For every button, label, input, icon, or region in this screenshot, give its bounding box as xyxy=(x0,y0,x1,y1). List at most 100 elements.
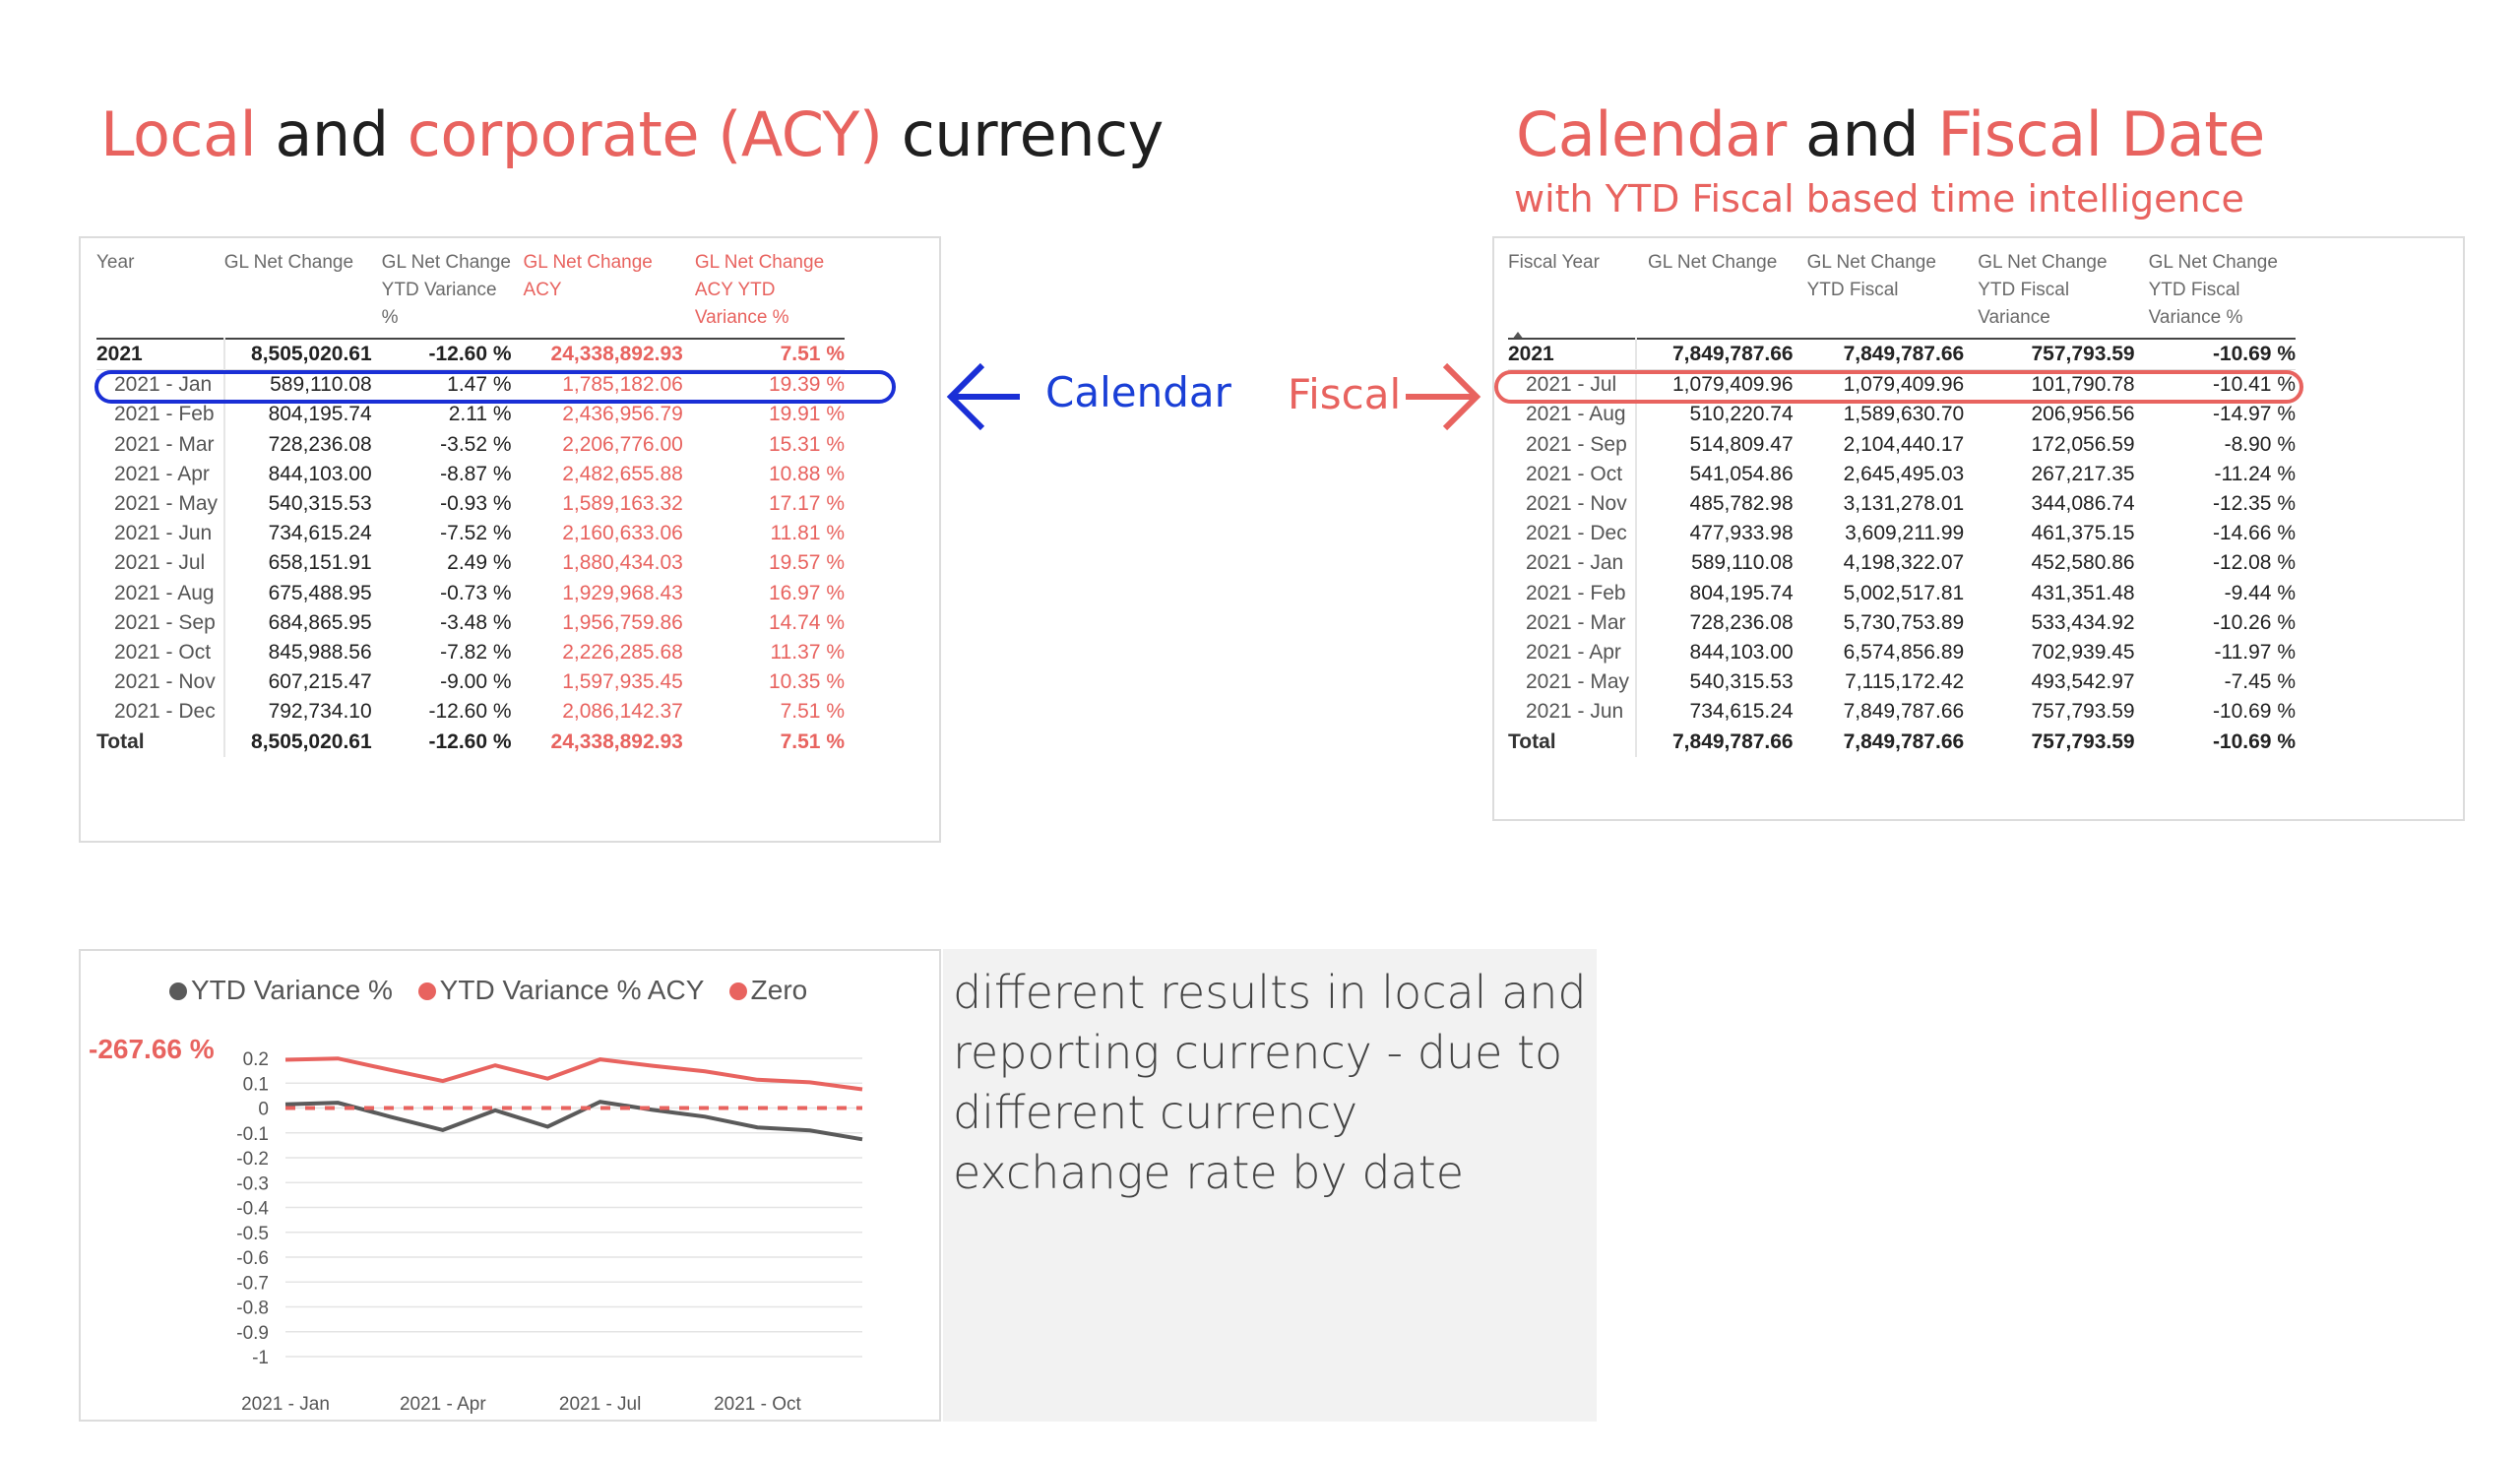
cell-value: 2,206,776.00 xyxy=(562,432,683,456)
table-row[interactable]: 2021 - Oct 541,054.86 2,645,495.03 267,217.… xyxy=(1508,459,2296,489)
cell-value: 7,849,787.66 xyxy=(1843,729,1965,753)
row-label: 2021 - Jul xyxy=(96,548,225,579)
cell-value: 8,505,020.61 xyxy=(223,338,372,371)
row-label: 2021 - Dec xyxy=(1508,519,1637,549)
cell-value: 1.47 % xyxy=(447,373,512,397)
cell-value: 1,079,409.96 xyxy=(1843,373,1965,397)
row-label: 2021 - Jan xyxy=(1508,548,1637,579)
table-row[interactable]: 2021 - Mar 728,236.08 -3.52 % 2,206,776.00 1… xyxy=(96,429,845,460)
year-row[interactable]: 2021 8,505,020.61 -12.60 % 24,338,892.93 7.5… xyxy=(96,338,845,371)
arrow-right-icon xyxy=(1406,362,1481,431)
cell-value: 844,103.00 xyxy=(268,462,372,485)
table-row[interactable]: 2021 - Dec 477,933.98 3,609,211.99 461,375.… xyxy=(1508,519,2296,549)
cell-value: 10.35 % xyxy=(768,670,845,694)
cell-value: 7,849,787.66 xyxy=(1843,700,1965,724)
cell-value: -10.69 % xyxy=(2134,338,2296,371)
x-tick-label: 2021 - Oct xyxy=(714,1394,801,1415)
table-row[interactable]: 2021 - May 540,315.53 7,115,172.42 493,542.… xyxy=(1508,667,2296,698)
cell-value: 804,195.74 xyxy=(1689,581,1794,604)
cell-value: 658,151.91 xyxy=(268,551,372,575)
col-header-acy-ytd-variance[interactable]: GL Net Change ACY YTD Variance % xyxy=(694,252,825,328)
col-header-gl-net-change[interactable]: GL Net Change xyxy=(223,252,354,273)
row-label: 2021 - Apr xyxy=(1508,637,1637,668)
legend-dot-icon xyxy=(728,982,747,1000)
cell-value: -7.52 % xyxy=(440,522,512,545)
fiscal-annotation: Fiscal xyxy=(1288,370,1402,418)
total-row[interactable]: Total 8,505,020.61 -12.60 % 24,338,892.93 7.… xyxy=(96,727,845,757)
cell-value: 734,615.24 xyxy=(1689,700,1794,724)
table-row[interactable]: 2021 - Nov 607,215.47 -9.00 % 1,597,935.45 1… xyxy=(96,667,845,698)
table-row[interactable]: 2021 - Jul 658,151.91 2.49 % 1,880,434.03 19… xyxy=(96,548,845,579)
year-row[interactable]: 2021 7,849,787.66 7,849,787.66 757,793.59 -1… xyxy=(1508,338,2296,371)
cell-value: -11.97 % xyxy=(2214,640,2297,664)
row-label: 2021 - Feb xyxy=(96,400,225,430)
cell-value: 7,849,787.66 xyxy=(1635,338,1794,371)
table-row[interactable]: 2021 - Jun 734,615.24 -7.52 % 2,160,633.06 1… xyxy=(96,519,846,549)
table-row[interactable]: 2021 - Jul 1,079,409.96 1,079,409.96 101,79… xyxy=(1508,369,2296,401)
legend-item-ytd[interactable]: YTD Variance % xyxy=(169,975,393,1005)
cell-value: 540,315.53 xyxy=(268,492,372,516)
calendar-jan-highlight xyxy=(94,370,896,404)
col-header-ytd-fiscal-variance[interactable]: GL Net Change YTD Fiscal Variance xyxy=(1978,252,2108,328)
table-row[interactable]: 2021 - Nov 485,782.98 3,131,278.01 344,086.… xyxy=(1508,488,2296,520)
table-row[interactable]: 2021 - Mar 728,236.08 5,730,753.89 533,434.… xyxy=(1508,607,2296,638)
table-row[interactable]: 2021 - Dec 792,734.10 -12.60 % 2,086,142.37… xyxy=(96,697,845,728)
col-header-fiscal-year[interactable]: Fiscal Year xyxy=(1508,252,1600,273)
cell-value: 101,790.78 xyxy=(2031,373,2135,397)
col-header-ytd-fiscal-variance-pct[interactable]: GL Net Change YTD Fiscal Variance % xyxy=(2148,252,2278,328)
cell-value: 8,505,020.61 xyxy=(251,729,372,753)
y-tick-label: -1 xyxy=(252,1348,269,1368)
cell-value: 757,793.59 xyxy=(2031,729,2135,753)
table-row[interactable]: 2021 - Aug 510,220.74 1,589,630.70 206,956.… xyxy=(1508,400,2296,430)
table-row[interactable]: 2021 - Aug 675,488.95 -0.73 % 1,929,968.43 1… xyxy=(96,578,845,608)
cell-value: 4,198,322.07 xyxy=(1843,551,1965,575)
table-row[interactable]: 2021 - May 540,315.53 -0.93 % 1,589,163.32 1… xyxy=(96,488,845,520)
cell-value: 16.97 % xyxy=(768,581,845,604)
col-header-ytd-variance[interactable]: GL Net Change YTD Variance % xyxy=(381,252,511,328)
total-row[interactable]: Total 7,849,787.66 7,849,787.66 757,793.59 -… xyxy=(1508,727,2296,757)
cell-value: 267,217.35 xyxy=(2031,462,2135,485)
table-row[interactable]: 2021 - Jun 734,615.24 7,849,787.66 757,793.… xyxy=(1508,697,2296,728)
cell-value: 7.51 % xyxy=(682,338,845,371)
cell-value: 11.81 % xyxy=(770,522,846,545)
table-row[interactable]: 2021 - Sep 514,809.47 2,104,440.17 172,056.… xyxy=(1508,429,2296,460)
sort-ascending-icon[interactable] xyxy=(1512,332,1524,340)
cell-value: 684,865.95 xyxy=(268,610,372,634)
cell-value: 541,054.86 xyxy=(1689,462,1794,485)
col-header-year[interactable]: Year xyxy=(96,252,135,273)
cell-value: 477,933.98 xyxy=(1689,522,1794,545)
cell-value: 844,103.00 xyxy=(1689,640,1794,664)
row-label: 2021 - Jun xyxy=(96,519,225,549)
series-line-ytd-variance xyxy=(284,1100,863,1142)
cell-value: 589,110.08 xyxy=(1691,551,1794,575)
cell-value: 3,131,278.01 xyxy=(1843,492,1965,516)
table-row[interactable]: 2021 - Feb 804,195.74 2.11 % 2,436,956.79 19… xyxy=(96,400,845,430)
row-label: 2021 xyxy=(96,338,225,371)
row-label: 2021 - Mar xyxy=(96,429,225,460)
row-label: 2021 - Sep xyxy=(96,607,225,638)
legend-item-acy[interactable]: YTD Variance % ACY xyxy=(417,975,704,1005)
legend-item-zero[interactable]: Zero xyxy=(728,975,807,1005)
x-tick-label: 2021 - Apr xyxy=(400,1394,486,1415)
cell-value: -12.60 % xyxy=(371,338,512,371)
table-row[interactable]: 2021 - Sep 684,865.95 -3.48 % 1,956,759.86 1… xyxy=(96,607,845,638)
cell-value: 2,436,956.79 xyxy=(562,403,683,426)
calendar-annotation: Calendar xyxy=(1045,368,1231,416)
col-header-gl-net-change[interactable]: GL Net Change xyxy=(1647,252,1778,273)
cell-value: -12.35 % xyxy=(2212,492,2296,516)
x-tick-label: 2021 - Jan xyxy=(241,1394,330,1415)
col-header-acy[interactable]: GL Net Change ACY xyxy=(523,252,653,300)
cell-value: 2,482,655.88 xyxy=(562,462,683,485)
cell-value: -12.60 % xyxy=(428,729,512,753)
table-row[interactable]: 2021 - Apr 844,103.00 -8.87 % 2,482,655.88 1… xyxy=(96,459,845,489)
table-row[interactable]: 2021 - Jan 589,110.08 4,198,322.07 452,580.… xyxy=(1508,548,2296,579)
table-row[interactable]: 2021 - Apr 844,103.00 6,574,856.89 702,939.… xyxy=(1508,637,2297,668)
table-row[interactable]: 2021 - Oct 845,988.56 -7.82 % 2,226,285.68 1… xyxy=(96,637,845,668)
cell-value: 2,226,285.68 xyxy=(562,640,683,664)
col-header-ytd-fiscal[interactable]: GL Net Change YTD Fiscal xyxy=(1806,252,1936,300)
row-label: 2021 - Sep xyxy=(1508,429,1637,460)
cell-value: -10.69 % xyxy=(2212,700,2296,724)
table-row[interactable]: 2021 - Feb 804,195.74 5,002,517.81 431,351.… xyxy=(1508,578,2296,608)
cell-value: -3.52 % xyxy=(440,432,512,456)
